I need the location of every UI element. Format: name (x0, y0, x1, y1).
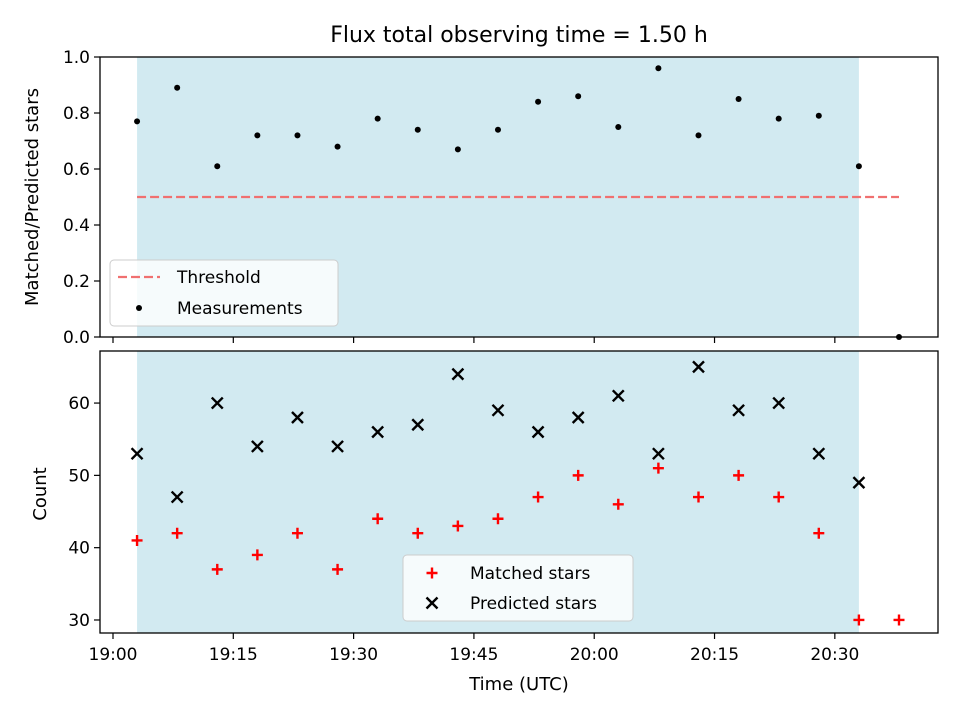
predicted-star-point (732, 403, 745, 417)
matched-star-point (893, 614, 905, 626)
y-tick-label: 30 (68, 611, 90, 631)
y-tick-label: 50 (68, 466, 90, 486)
x-tick-label: 20:30 (810, 645, 859, 665)
predicted-star-point (812, 447, 826, 461)
measurement-point (374, 115, 381, 122)
x-tick-label: 19:30 (329, 645, 378, 665)
predicted-star-point (331, 440, 344, 453)
predicted-star-point (611, 389, 625, 403)
bottom-ylabel: Count (30, 467, 51, 520)
matched-star-point (692, 491, 704, 503)
legend-matched-label: Matched stars (470, 564, 590, 584)
x-tick-label: 19:15 (209, 645, 258, 665)
measurement-point (494, 126, 501, 133)
measurement-point (615, 124, 622, 130)
measurement-point (896, 334, 902, 340)
axes-frame (99, 56, 939, 338)
matched-star-point (452, 520, 464, 532)
matched-star-point (372, 513, 384, 525)
measurement-point (134, 118, 141, 125)
matched-star-point (251, 549, 263, 561)
x-axis-label: Time (UTC) (468, 674, 569, 695)
predicted-star-point (571, 411, 585, 424)
y-tick-label: 40 (68, 539, 90, 559)
y-tick-label: 1.0 (63, 48, 90, 68)
matched-star-point (332, 563, 344, 575)
legend: Matched stars Predicted stars (402, 554, 634, 622)
x-tick-label: 20:00 (570, 645, 619, 665)
legend-box (402, 554, 634, 622)
predicted-star-point (692, 360, 705, 374)
matched-star-point (733, 469, 745, 481)
matched-star-point (612, 498, 624, 510)
bottom-axes: 30 40 50 60 19:00 19:15 19:30 19:45 20:00 20:15 20… (68, 350, 939, 665)
matched-star-point (572, 469, 584, 481)
legend-box (109, 259, 339, 327)
legend-measurement-label: Measurements (177, 299, 303, 319)
measurement-point (575, 93, 582, 100)
predicted-star-point (491, 403, 505, 417)
predicted-star-point (411, 418, 425, 432)
y-tick-label: 0.8 (63, 104, 90, 124)
axes-frame (99, 350, 939, 634)
top-axes: 0.0 0.2 0.4 0.6 0.8 1.0 Threshold Measurements (63, 48, 939, 348)
measurement-point (855, 163, 862, 170)
matched-star-point (171, 527, 183, 539)
measurement-point (254, 132, 261, 139)
measurement-point (454, 146, 461, 153)
measurement-point (655, 65, 662, 72)
matched-star-point (492, 513, 504, 525)
legend-threshold-label: Threshold (176, 268, 261, 288)
y-tick-label: 0.6 (63, 160, 90, 180)
predicted-star-point (251, 440, 264, 453)
measurement-point (414, 126, 421, 133)
matched-star-point (652, 462, 664, 474)
matched-star-point (211, 563, 223, 575)
measurement-point (174, 84, 181, 91)
measurement-point (815, 112, 822, 119)
matched-star-point (853, 614, 865, 626)
matched-star-point (426, 567, 438, 579)
y-tick-label: 0.2 (63, 272, 90, 292)
measurement-point (735, 96, 742, 102)
x-tick-label: 19:45 (449, 645, 498, 665)
measurement-point (294, 132, 301, 139)
y-tick-label: 0.4 (63, 216, 90, 236)
measurement-point (334, 143, 341, 150)
y-tick-label: 60 (68, 394, 90, 414)
top-ylabel: Matched/Predicted stars (22, 88, 43, 306)
predicted-star-point (451, 367, 465, 381)
x-tick-label: 19:00 (89, 645, 138, 665)
predicted-star-point (210, 396, 224, 410)
matched-star-point (131, 534, 143, 546)
measurement-point (535, 98, 542, 105)
legend-measurement-swatch (136, 305, 142, 311)
predicted-star-point (652, 447, 665, 461)
matched-star-point (813, 527, 825, 539)
chart-title: Flux total observing time = 1.50 h (330, 23, 708, 48)
x-tick-label: 20:15 (690, 645, 739, 665)
matched-star-point (532, 491, 544, 503)
predicted-star-point (130, 447, 144, 461)
predicted-star-point (291, 411, 304, 424)
predicted-star-point (425, 596, 439, 610)
predicted-star-point (531, 425, 545, 439)
y-tick-label: 0.0 (63, 328, 90, 348)
matched-star-point (773, 491, 785, 503)
matched-star-point (412, 527, 424, 539)
matched-star-point (291, 527, 303, 539)
predicted-star-point (170, 490, 184, 504)
measurement-point (214, 163, 221, 170)
measurement-point (775, 115, 782, 122)
legend: Threshold Measurements (109, 259, 339, 327)
predicted-star-point (371, 425, 385, 439)
measurement-point (695, 132, 702, 139)
legend-predicted-label: Predicted stars (470, 594, 597, 614)
predicted-star-point (772, 396, 786, 410)
predicted-star-point (852, 476, 866, 489)
